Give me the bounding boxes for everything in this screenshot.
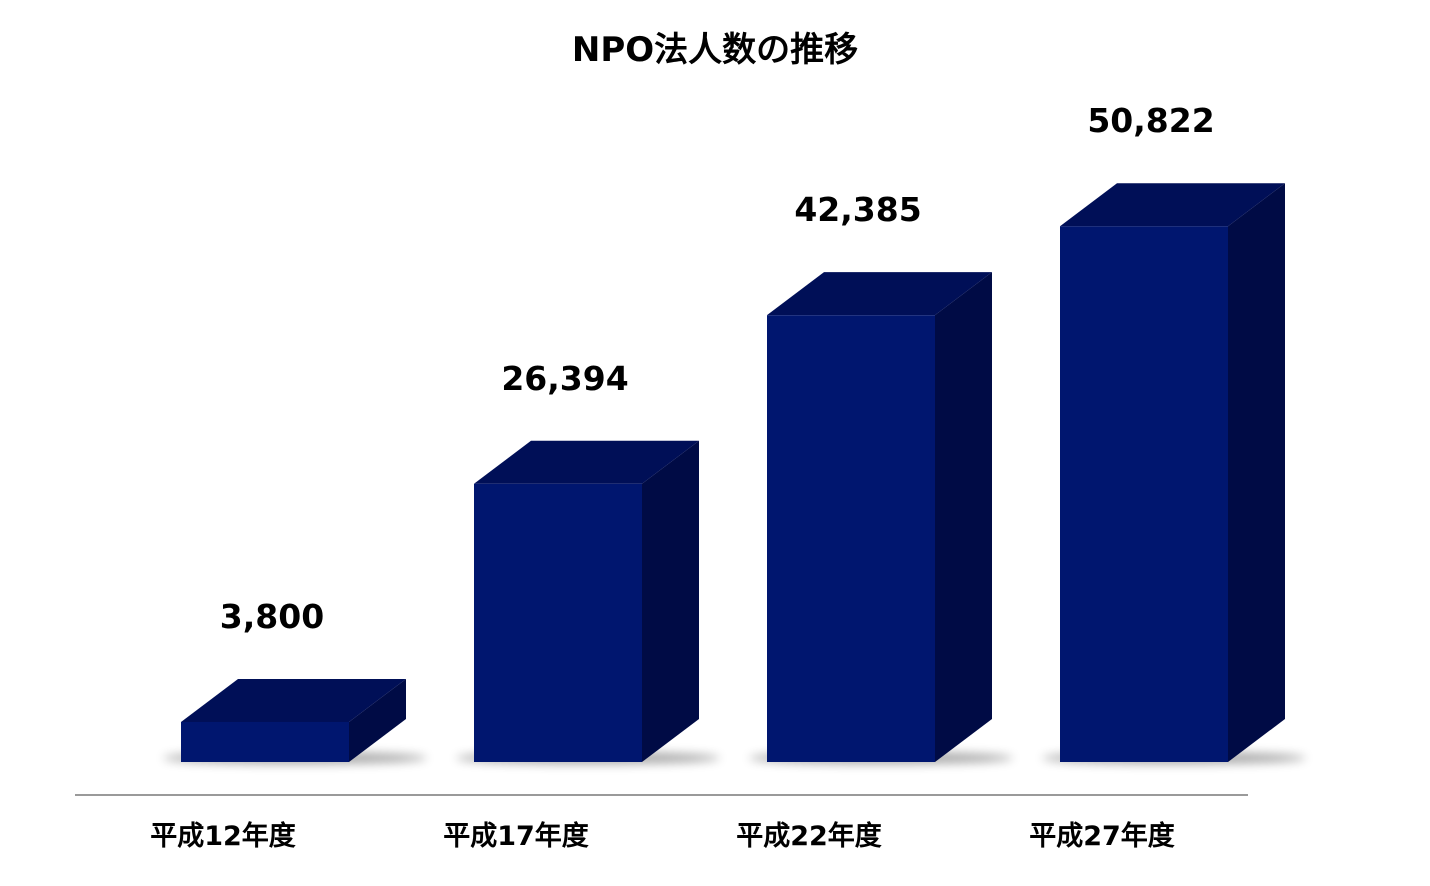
bars-layer [163,183,1306,764]
bar-top-face [181,678,406,722]
x-tick-label: 平成12年度 [150,820,296,852]
data-label: 26,394 [501,359,628,398]
labels-layer: 3,800 平成12年度 26,394 平成17年度 42,385 平成22年度 50,82… [150,101,1214,852]
bar-group [1042,183,1306,764]
x-tick-label: 平成22年度 [736,820,882,852]
bar-top-face [767,272,992,316]
bar-group [163,678,427,764]
x-tick-label: 平成27年度 [1029,820,1175,852]
bar-side-face [349,678,406,762]
bar [181,721,349,762]
bar [767,315,935,762]
data-label: 3,800 [220,597,324,636]
x-tick-label: 平成17年度 [443,820,589,852]
data-label: 50,822 [1087,101,1214,140]
bar-top-face [474,440,699,484]
bar [1060,226,1228,762]
bar-top-face [1060,183,1285,227]
chart-title: NPO法人数の推移 [571,30,859,70]
bar-side-face [935,272,992,762]
bar-side-face [642,440,699,762]
bar-side-face [1228,183,1285,762]
data-label: 42,385 [794,190,921,229]
bar-group [749,272,1013,764]
bar [474,483,642,762]
bar-group [456,440,720,764]
